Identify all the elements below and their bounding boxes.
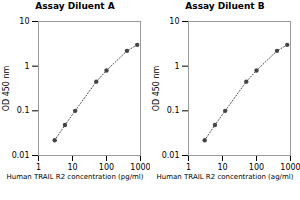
svg-text:0.1: 0.1 xyxy=(17,106,30,115)
svg-text:0.1: 0.1 xyxy=(167,106,180,115)
svg-text:100: 100 xyxy=(249,163,264,172)
svg-text:10: 10 xyxy=(67,163,77,172)
svg-text:1: 1 xyxy=(36,163,41,172)
svg-text:100: 100 xyxy=(99,163,114,172)
svg-text:OD 450 nm: OD 450 nm xyxy=(152,65,161,111)
svg-text:OD 450 nm: OD 450 nm xyxy=(2,65,11,111)
svg-text:10: 10 xyxy=(19,17,29,26)
html-text:Human TRAIL R2 concentration (: Human TRAIL R2 concentration (pg/ml) xyxy=(6,173,144,181)
svg-text:1: 1 xyxy=(174,62,179,71)
svg-text:1000: 1000 xyxy=(130,163,150,172)
svg-text:0.01: 0.01 xyxy=(162,151,180,160)
svg-text:1: 1 xyxy=(24,62,29,71)
svg-text:1000: 1000 xyxy=(280,163,300,172)
svg-text:10: 10 xyxy=(169,17,179,26)
html-text:Human TRAIL R2 concentration (: Human TRAIL R2 concentration (ag/ml) xyxy=(156,173,294,181)
svg-text:10: 10 xyxy=(217,163,227,172)
svg-text:1: 1 xyxy=(186,163,191,172)
html-text:Assay Diluent A: Assay Diluent A xyxy=(35,1,115,11)
html-text:Assay Diluent B: Assay Diluent B xyxy=(185,1,265,11)
svg-text:0.01: 0.01 xyxy=(12,151,30,160)
